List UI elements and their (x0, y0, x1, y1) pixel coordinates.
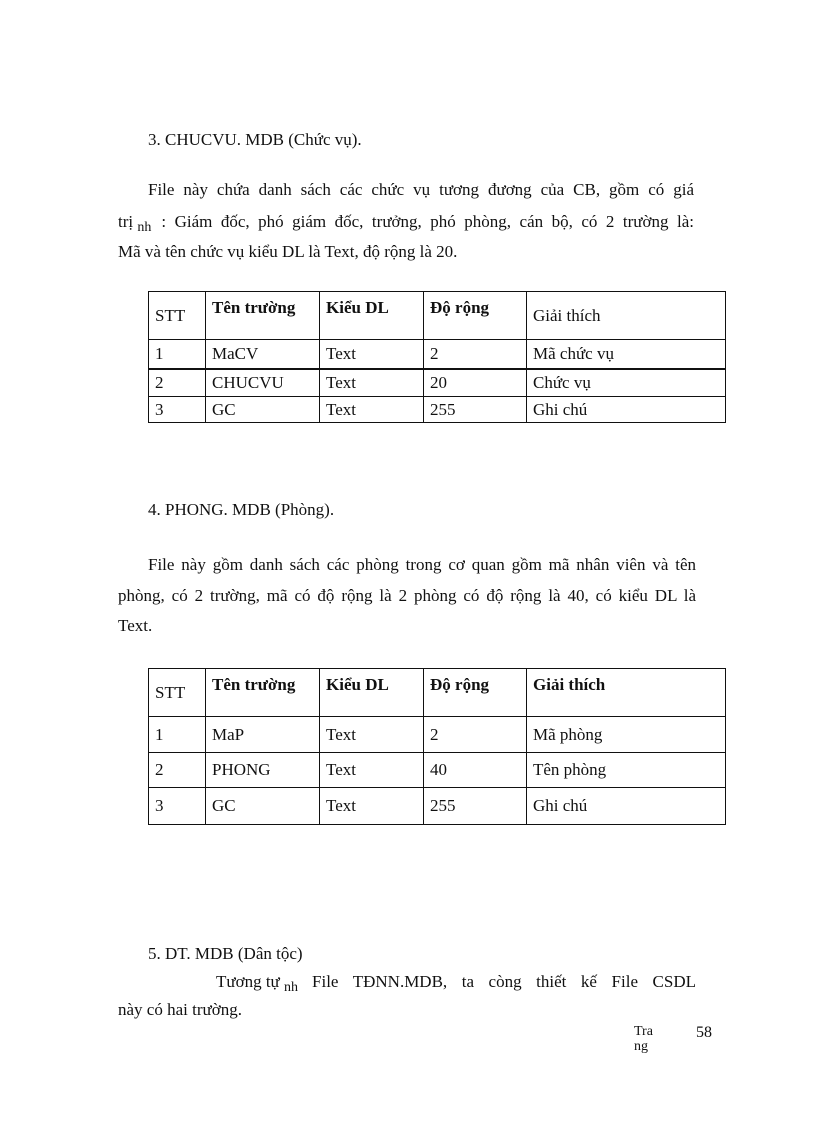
cell: Ghi chú (526, 396, 726, 423)
paragraph-line: trị nh : Giám đốc, phó giám đốc, trưởng,… (118, 212, 694, 235)
table-row: 1 MaP Text 2 Mã phòng (148, 716, 726, 753)
cell: 255 (423, 787, 527, 825)
cell: 2 (423, 339, 527, 369)
paragraph-line: File này chứa danh sách các chức vụ tươn… (148, 180, 694, 199)
table-row: 3 GC Text 255 Ghi chú (148, 787, 726, 825)
section-heading: 4. PHONG. MDB (Phòng). (148, 500, 335, 519)
table-row: 2 CHUCVU Text 20 Chức vụ (148, 368, 726, 397)
cell: 40 (423, 752, 527, 788)
cell: Tên phòng (526, 752, 726, 788)
header-cell: Tên trường (205, 291, 320, 340)
cell: Text (319, 339, 424, 369)
cell: Text (319, 787, 424, 825)
paragraph-line: này có hai trường. (118, 1000, 242, 1019)
cell: Chức vụ (526, 368, 726, 397)
cell: MaP (205, 716, 320, 753)
section-heading: 5. DT. MDB (Dân tộc) (148, 944, 303, 963)
header-cell: Độ rộng (423, 668, 527, 717)
header-cell: STT (148, 668, 206, 717)
table-header-row: STT Tên trường Kiểu DL Độ rộng Giải thíc… (148, 291, 726, 340)
header-cell: Tên trường (205, 668, 320, 717)
header-cell: Giải thích (526, 291, 726, 340)
cell: CHUCVU (205, 368, 320, 397)
header-cell: Kiểu DL (319, 291, 424, 340)
section-heading: 3. CHUCVU. MDB (Chức vụ). (148, 130, 362, 149)
header-cell: Kiểu DL (319, 668, 424, 717)
paragraph-line: phòng, có 2 trường, mã có độ rộng là 2 p… (118, 586, 696, 605)
paragraph-line: File này gồm danh sách các phòng trong c… (148, 555, 696, 574)
cell: Mã phòng (526, 716, 726, 753)
paragraph-line: Tương tự nh File TĐNN.MDB, ta còng thiết… (216, 972, 696, 995)
cell: 1 (148, 339, 206, 369)
fields-table-phong: STT Tên trường Kiểu DL Độ rộng Giải thíc… (148, 668, 726, 825)
cell: Ghi chú (526, 787, 726, 825)
text: trị (118, 212, 134, 231)
text: nh (137, 220, 152, 235)
table-header-row: STT Tên trường Kiểu DL Độ rộng Giải thíc… (148, 668, 726, 717)
cell: MaCV (205, 339, 320, 369)
page-number: 58 (696, 1024, 712, 1041)
text: File TĐNN.MDB, ta còng thiết kế File CSD… (312, 972, 696, 991)
table-row: 2 PHONG Text 40 Tên phòng (148, 752, 726, 788)
fields-table-chucvu: STT Tên trường Kiểu DL Độ rộng Giải thíc… (148, 291, 726, 423)
cell: 3 (148, 787, 206, 825)
cell: 20 (423, 368, 527, 397)
text: nh (284, 980, 299, 995)
header-cell: Giải thích (526, 668, 726, 717)
cell: 2 (148, 368, 206, 397)
footer-label: Tra (634, 1024, 653, 1039)
table-row: 3 GC Text 255 Ghi chú (148, 396, 726, 423)
cell: GC (205, 787, 320, 825)
paragraph-line: Mã và tên chức vụ kiểu DL là Text, độ rộ… (118, 242, 458, 261)
cell: Text (319, 396, 424, 423)
header-cell: Độ rộng (423, 291, 527, 340)
cell: Text (319, 368, 424, 397)
cell: Mã chức vụ (526, 339, 726, 369)
text: : Giám đốc, phó giám đốc, trưởng, phó ph… (161, 212, 694, 231)
footer-label: ng (634, 1039, 648, 1054)
cell: 1 (148, 716, 206, 753)
cell: 255 (423, 396, 527, 423)
cell: 3 (148, 396, 206, 423)
cell: Text (319, 752, 424, 788)
cell: 2 (148, 752, 206, 788)
table-row: 1 MaCV Text 2 Mã chức vụ (148, 339, 726, 369)
cell: GC (205, 396, 320, 423)
text: Tương tự (216, 972, 280, 991)
cell: Text (319, 716, 424, 753)
header-cell: STT (148, 291, 206, 340)
cell: PHONG (205, 752, 320, 788)
paragraph-line: Text. (118, 616, 153, 635)
cell: 2 (423, 716, 527, 753)
